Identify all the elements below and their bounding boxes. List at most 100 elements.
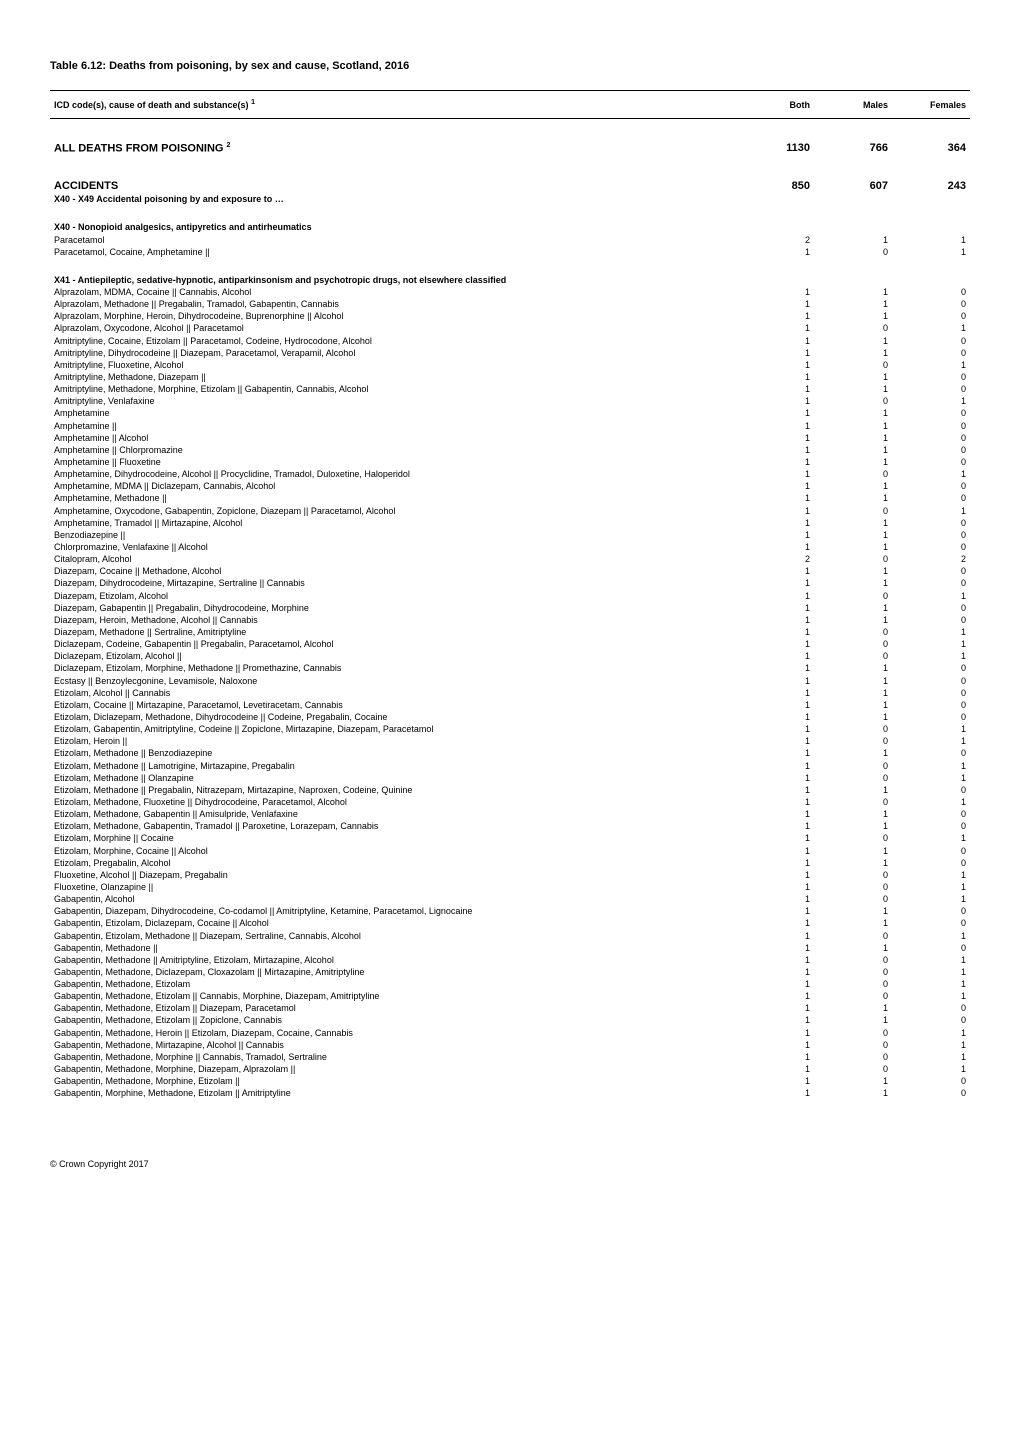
val-females: 1 <box>892 796 970 808</box>
table-row: Gabapentin, Etizolam, Methadone || Diaze… <box>50 930 970 942</box>
section-label: ALL DEATHS FROM POISONING 2 <box>50 141 736 157</box>
val-females: 1 <box>892 990 970 1002</box>
row-label: Etizolam, Methadone, Gabapentin, Tramado… <box>50 820 736 832</box>
row-label: Amphetamine, MDMA || Diclazepam, Cannabi… <box>50 480 736 492</box>
val-males: 0 <box>814 395 892 407</box>
val-females: 0 <box>892 687 970 699</box>
val-both: 1 <box>736 881 814 893</box>
table-row: Gabapentin, Methadone, Diclazepam, Cloxa… <box>50 966 970 978</box>
val-females: 0 <box>892 784 970 796</box>
row-label: Gabapentin, Methadone, Etizolam || Diaze… <box>50 1002 736 1014</box>
table-row: Gabapentin, Methadone, Morphine, Diazepa… <box>50 1063 970 1075</box>
val-both: 1 <box>736 1014 814 1026</box>
val-both: 1130 <box>736 141 814 157</box>
val-females: 0 <box>892 675 970 687</box>
table-row: Etizolam, Pregabalin, Alcohol110 <box>50 857 970 869</box>
val-males: 1 <box>814 444 892 456</box>
val-females: 0 <box>892 857 970 869</box>
val-females: 1 <box>892 1051 970 1063</box>
table-row: Diazepam, Heroin, Methadone, Alcohol || … <box>50 614 970 626</box>
row-label: Gabapentin, Methadone, Etizolam || Zopic… <box>50 1014 736 1026</box>
row-label: Paracetamol <box>50 234 736 246</box>
val-females: 0 <box>892 747 970 759</box>
val-females: 0 <box>892 905 970 917</box>
val-females: 364 <box>892 141 970 157</box>
table-row: Etizolam, Methadone || Lamotrigine, Mirt… <box>50 760 970 772</box>
row-label: Etizolam, Heroin || <box>50 735 736 747</box>
val-females: 243 <box>892 179 970 194</box>
table-row: Chlorpromazine, Venlafaxine || Alcohol11… <box>50 541 970 553</box>
val-both: 1 <box>736 675 814 687</box>
val-females: 0 <box>892 1087 970 1099</box>
val-males: 1 <box>814 529 892 541</box>
val-males: 1 <box>814 662 892 674</box>
val-both: 1 <box>736 820 814 832</box>
val-females: 1 <box>892 626 970 638</box>
col-females: Females <box>892 91 970 119</box>
subheader-row: X41 - Antiepileptic, sedative-hypnotic, … <box>50 274 970 286</box>
val-both: 1 <box>736 796 814 808</box>
table-row: Amphetamine || Alcohol110 <box>50 432 970 444</box>
val-females: 0 <box>892 541 970 553</box>
val-males: 1 <box>814 310 892 322</box>
val-females: 0 <box>892 1002 970 1014</box>
row-label: Amphetamine, Methadone || <box>50 492 736 504</box>
val-males: 1 <box>814 747 892 759</box>
row-label: Amitriptyline, Fluoxetine, Alcohol <box>50 359 736 371</box>
table-row: Gabapentin, Methadone, Etizolam || Diaze… <box>50 1002 970 1014</box>
spacer-row <box>50 157 970 179</box>
row-label: Fluoxetine, Alcohol || Diazepam, Pregaba… <box>50 869 736 881</box>
table-row: Etizolam, Methadone || Olanzapine101 <box>50 772 970 784</box>
val-both: 1 <box>736 917 814 929</box>
table-row: Diazepam, Etizolam, Alcohol101 <box>50 590 970 602</box>
val-males: 0 <box>814 1039 892 1051</box>
row-label: Diazepam, Heroin, Methadone, Alcohol || … <box>50 614 736 626</box>
row-label: Amphetamine, Oxycodone, Gabapentin, Zopi… <box>50 505 736 517</box>
val-both: 1 <box>736 808 814 820</box>
row-label: Gabapentin, Diazepam, Dihydrocodeine, Co… <box>50 905 736 917</box>
val-males: 1 <box>814 335 892 347</box>
val-females: 0 <box>892 614 970 626</box>
row-label: Gabapentin, Methadone, Etizolam || Canna… <box>50 990 736 1002</box>
row-label: Gabapentin, Methadone, Morphine, Etizola… <box>50 1075 736 1087</box>
val-females: 0 <box>892 602 970 614</box>
val-females: 0 <box>892 480 970 492</box>
val-males: 0 <box>814 966 892 978</box>
table-row: Paracetamol211 <box>50 234 970 246</box>
row-label: Gabapentin, Methadone, Morphine, Diazepa… <box>50 1063 736 1075</box>
subheader-label: X40 - Nonopioid analgesics, antipyretics… <box>50 221 736 233</box>
subheader-row: X40 - X49 Accidental poisoning by and ex… <box>50 193 970 205</box>
val-females <box>892 221 970 233</box>
val-both: 1 <box>736 893 814 905</box>
val-females: 0 <box>892 1014 970 1026</box>
val-females: 1 <box>892 869 970 881</box>
table-title: Table 6.12: Deaths from poisoning, by se… <box>50 60 970 72</box>
val-females: 0 <box>892 820 970 832</box>
table-row: Fluoxetine, Olanzapine ||101 <box>50 881 970 893</box>
val-females: 0 <box>892 335 970 347</box>
table-row: Amitriptyline, Methadone, Morphine, Etiz… <box>50 383 970 395</box>
val-both: 1 <box>736 310 814 322</box>
val-both: 1 <box>736 1063 814 1075</box>
row-label: Gabapentin, Etizolam, Methadone || Diaze… <box>50 930 736 942</box>
table-row: Gabapentin, Alcohol101 <box>50 893 970 905</box>
table-row: Etizolam, Diclazepam, Methadone, Dihydro… <box>50 711 970 723</box>
val-both: 1 <box>736 832 814 844</box>
val-both <box>736 274 814 286</box>
val-males: 1 <box>814 1075 892 1087</box>
val-males: 0 <box>814 638 892 650</box>
row-label: Alprazolam, Oxycodone, Alcohol || Parace… <box>50 322 736 334</box>
table-row: Gabapentin, Methadone, Heroin || Etizola… <box>50 1027 970 1039</box>
val-males: 0 <box>814 735 892 747</box>
val-males: 1 <box>814 675 892 687</box>
val-males: 0 <box>814 893 892 905</box>
row-label: Amitriptyline, Dihydrocodeine || Diazepa… <box>50 347 736 359</box>
val-both: 1 <box>736 990 814 1002</box>
val-males: 1 <box>814 298 892 310</box>
table-row: Gabapentin, Methadone, Etizolam101 <box>50 978 970 990</box>
val-females: 1 <box>892 590 970 602</box>
row-label: Etizolam, Gabapentin, Amitriptyline, Cod… <box>50 723 736 735</box>
val-males: 1 <box>814 808 892 820</box>
val-females: 0 <box>892 456 970 468</box>
row-label: Etizolam, Diclazepam, Methadone, Dihydro… <box>50 711 736 723</box>
